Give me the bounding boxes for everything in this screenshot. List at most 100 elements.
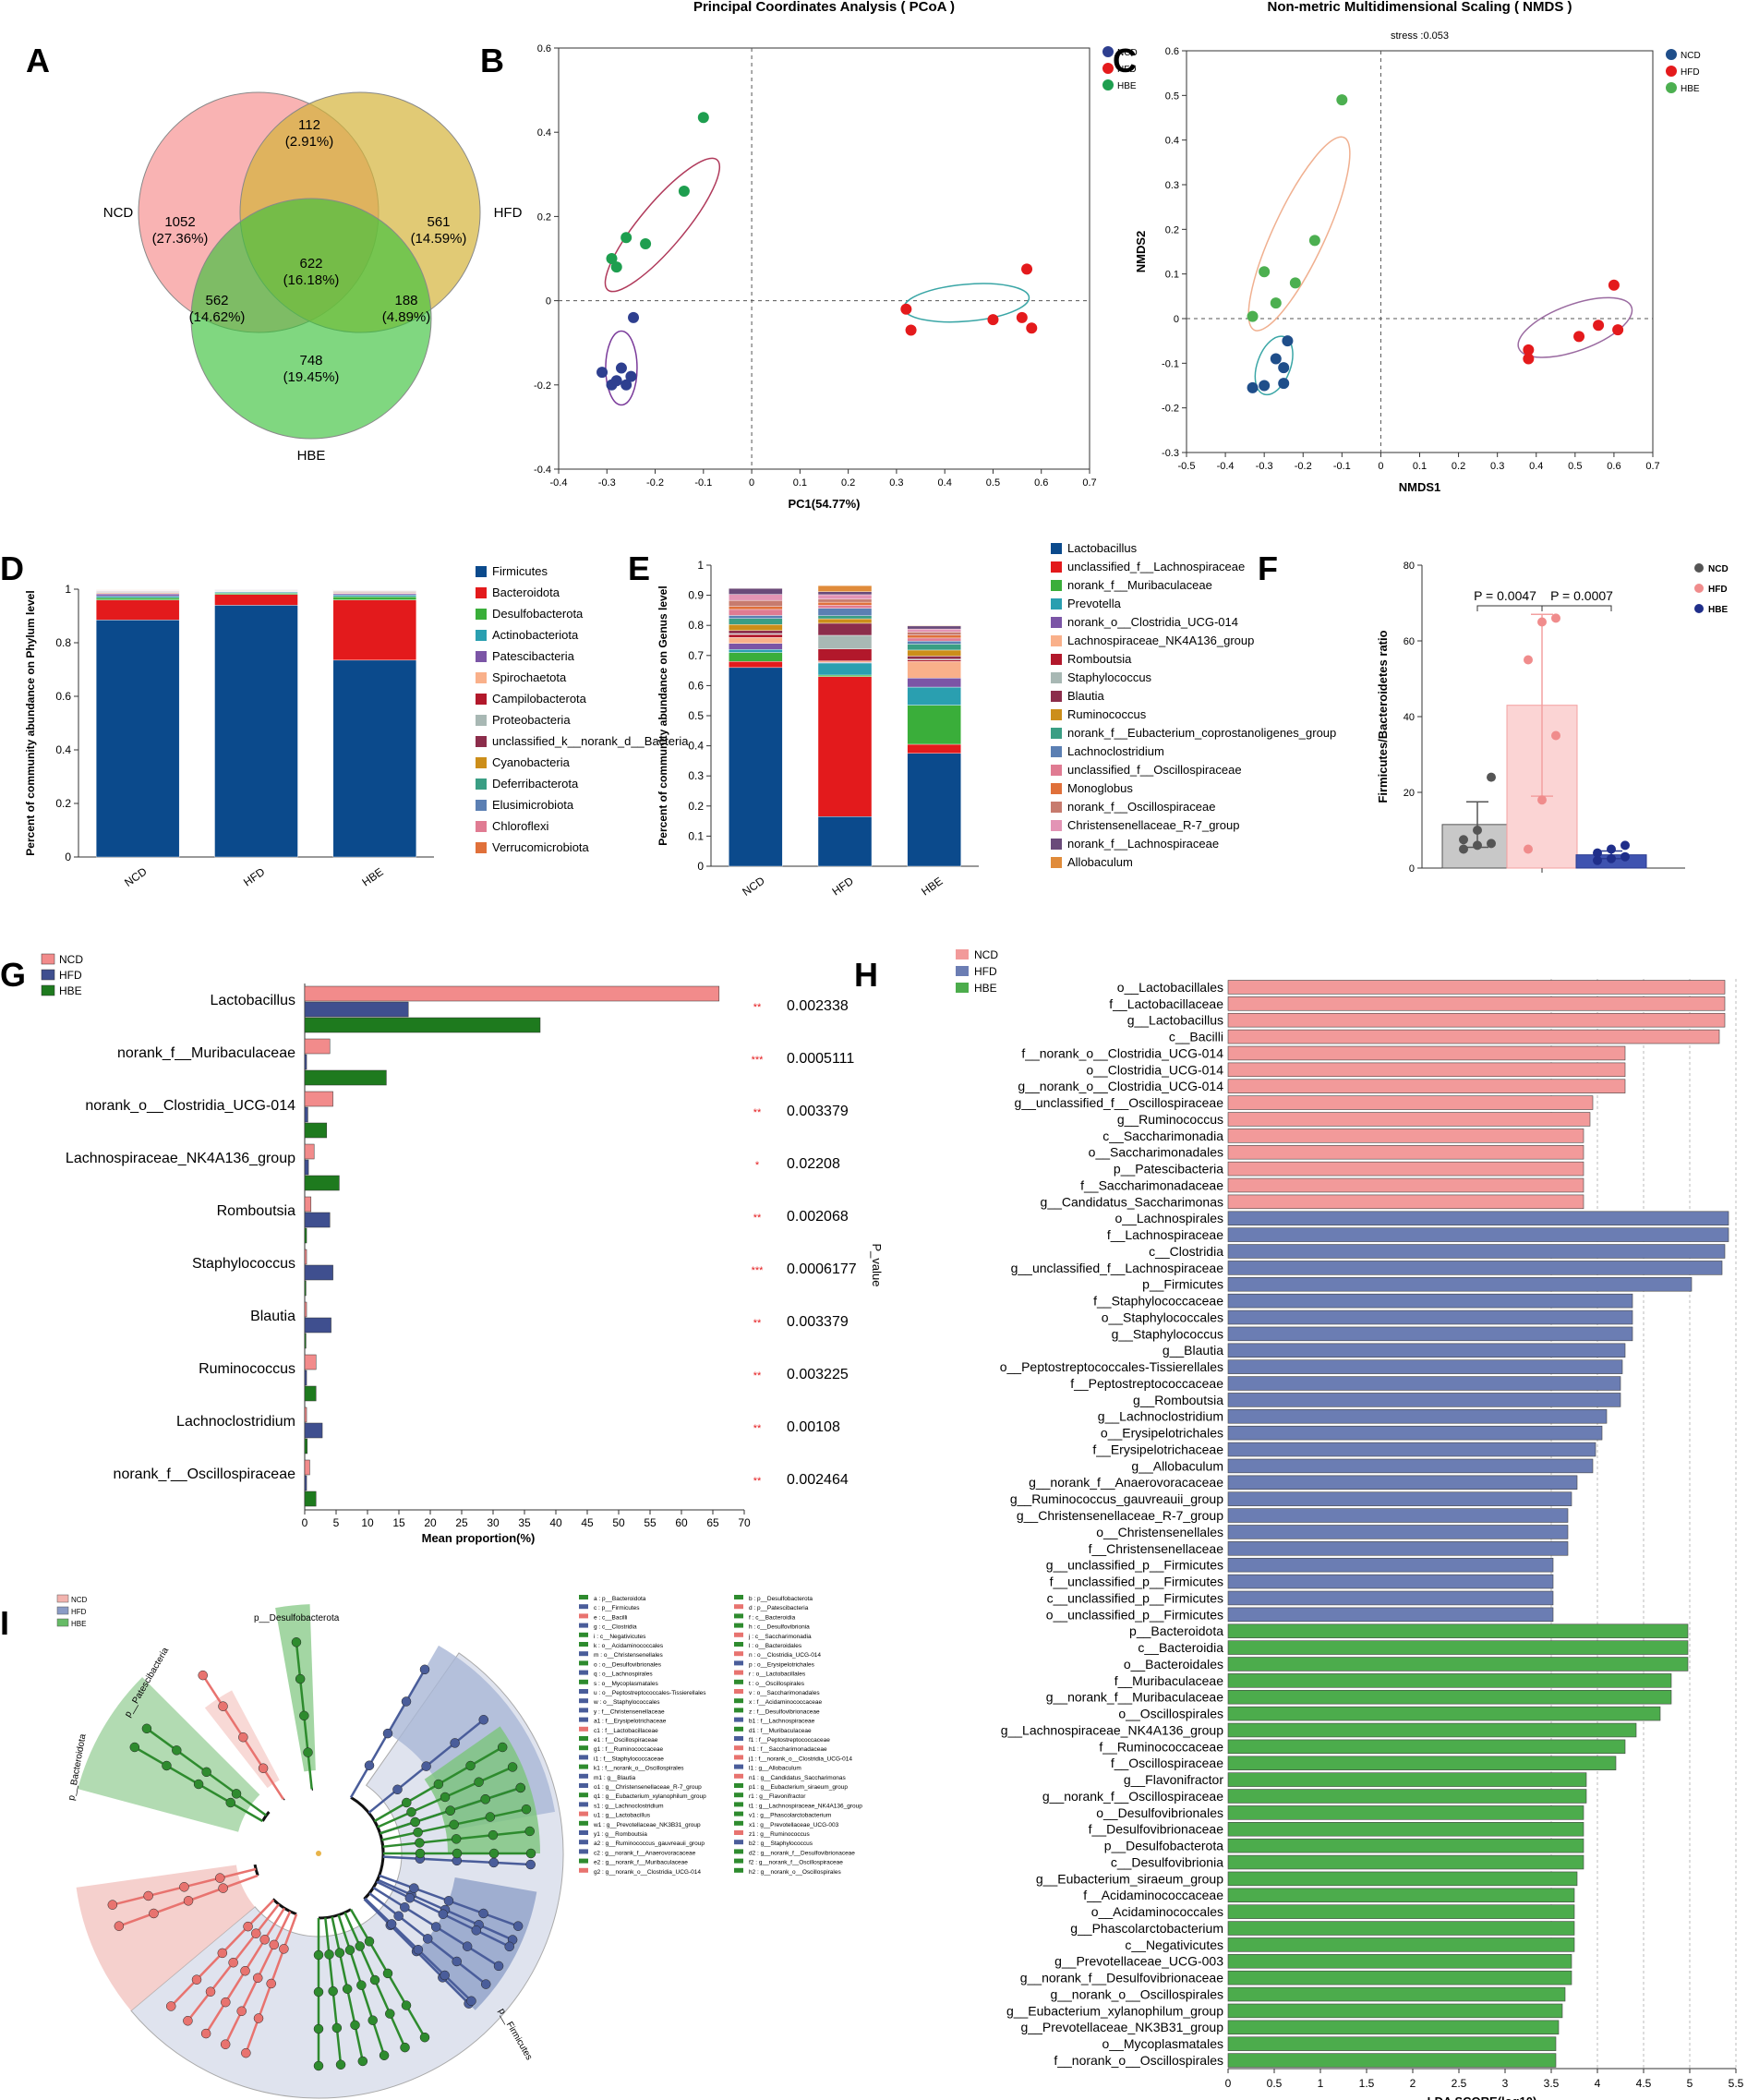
legend-label: Bacteroidota [492,585,560,599]
key-label: e2 : g__norank_f__Muribaculaceae [594,1860,688,1866]
key-label: m : o__Christensenellales [594,1652,664,1659]
lda-bar [1227,1623,1689,1638]
significance-stars: ** [753,1213,762,1224]
key-swatch [579,1820,588,1826]
venn-region-pct: (14.62%) [189,309,246,325]
lda-bar [1227,2053,1557,2068]
taxon-node [191,1974,202,1985]
key-swatch [734,1764,743,1769]
key-label: e1 : f__Oscillospiraceae [594,1737,658,1744]
lda-bar [1227,1211,1729,1225]
x-tick-label: 60 [675,1516,688,1529]
taxon-label: p__Firmicutes [1142,1277,1223,1292]
key-swatch [579,1755,588,1760]
x-tick-label: 0.4 [938,477,952,489]
data-point [1524,655,1533,665]
y-tick-label: 40 [1404,712,1415,723]
key-swatch [734,1745,743,1751]
bar-segment [332,599,417,661]
taxon-label: g__norank_f__Desulfovibrionaceae [1020,1971,1223,1985]
bar-segment [817,674,873,677]
taxon-node [462,1941,473,1951]
bar-segment [907,628,961,633]
key-label: h1 : f__Saccharimonadaceae [749,1746,827,1753]
key-label: u : o__Peptostreptococcales-Tissierellal… [594,1690,706,1696]
taxon-node [382,1728,393,1739]
key-label: x : f__Acidaminococcaceae [749,1699,823,1706]
category-label: Lachnoclostridium [176,1414,295,1430]
legend-label: norank_f__Oscillospiraceae [1067,800,1215,814]
legend-label: Cyanobacteria [492,755,571,769]
lda-bar [1227,1128,1584,1143]
x-tick-label: 2.5 [1452,2077,1467,2090]
significance-stars: ** [753,1002,762,1013]
legend-swatch [1051,598,1062,609]
legend-label: HBE [71,1620,86,1628]
key-label: c : p__Firmicutes [594,1605,640,1611]
x-tick-label: 0.5 [986,477,1000,489]
taxon-node [367,2015,378,2025]
significance-bracket [1476,605,1543,611]
data-point [1473,840,1482,851]
nmds-chart: Non-metric Multidimensional Scaling ( NM… [1134,0,1701,494]
clade-label: p__Firmicutes [496,2007,534,2062]
taxon-label: o__Lactobacillales [1117,980,1223,995]
bar-segment [729,609,783,616]
category-label: Ruminococcus [199,1361,295,1377]
taxon-node [450,1738,460,1748]
lda-bar [1227,1574,1554,1589]
taxon-node [149,1908,159,1919]
key-swatch [579,1679,588,1684]
taxon-node [419,2032,430,2043]
x-axis-label: Mean proportion(%) [422,1531,536,1545]
taxon-node [515,1782,525,1793]
key-label: i1 : f__Staphylococcaceae [594,1756,664,1762]
branch-arc [253,1864,259,1877]
lda-bar [1227,1789,1587,1804]
key-label: k1 : f__norank_o__Oscillospirales [594,1766,684,1772]
legend-label: HFD [974,965,997,978]
taxon-label: g__Lachnoclostridium [1098,1409,1223,1424]
x-tick-label: 5 [1687,2077,1693,2090]
taxon-label: o__unclassified_p__Firmicutes [1046,1607,1223,1622]
lda-bar [1227,1194,1584,1210]
key-swatch [734,1595,743,1599]
bar-segment [817,598,873,603]
lda-bar [1227,1409,1608,1424]
taxon-node [162,1760,172,1771]
x-tick-label: 0 [1225,2077,1232,2090]
bar-ncd [304,1406,307,1423]
y-tick-label: 0.2 [688,800,704,813]
legend-swatch [476,800,487,811]
significance-stars: *** [752,1265,765,1276]
taxon-node [504,1941,514,1952]
legend-label: Ruminococcus [1067,707,1147,721]
point-hbe [1247,310,1259,322]
y-tick-label: 0.9 [688,589,704,602]
legend-swatch [476,651,487,662]
lda-bar [1227,1062,1626,1078]
key-swatch [579,1849,588,1854]
taxon-node [355,1941,365,1951]
lda-bar [1227,1458,1594,1474]
key-swatch [734,1613,743,1619]
taxon-node [386,1919,397,1929]
bar-segment [214,594,298,606]
taxon-label: g__Eubacterium_xylanophilum_group [1006,2003,1223,2018]
taxon-label: g__Lactobacillus [1127,1013,1223,1028]
key-swatch [579,1623,588,1628]
lda-bar [1227,1012,1726,1028]
legend-label: unclassified_k__norank_d__Bacteria [492,734,689,748]
data-point [1620,840,1630,851]
taxon-label: c__Bacilli [1169,1030,1223,1044]
legend-swatch [956,983,969,993]
point-ncd [1282,335,1294,347]
key-swatch [579,1792,588,1798]
legend-label: Lachnoclostridium [1067,744,1164,758]
lda-bar [1227,1029,1720,1044]
x-tick-label: 0.2 [1452,461,1465,472]
key-swatch [734,1726,743,1732]
x-tick-label: -0.5 [1178,461,1196,472]
key-swatch [579,1613,588,1619]
bar-hfd [304,1264,333,1281]
